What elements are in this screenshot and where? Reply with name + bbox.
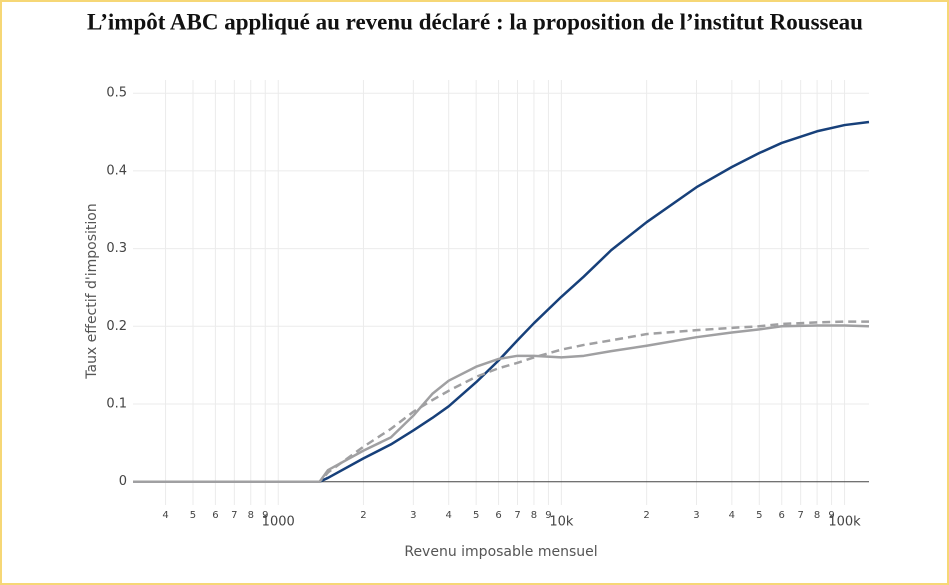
y-axis-title: Taux effectif d'imposition <box>84 203 100 379</box>
x-axis-title: Revenu imposable mensuel <box>404 544 597 560</box>
x-tick-label: 3 <box>410 510 416 521</box>
x-tick-label: 2 <box>643 510 649 521</box>
x-tick-label: 9 <box>828 510 834 521</box>
x-tick-label: 8 <box>531 510 537 521</box>
x-tick-label: 100k <box>828 515 861 530</box>
line <box>133 320 869 483</box>
y-tick-label: 0.5 <box>106 86 127 101</box>
x-tick-label: 10k <box>549 515 574 530</box>
x-tick-label: 4 <box>729 510 735 521</box>
x-tick-label: 5 <box>190 510 196 521</box>
x-tick-label: 4 <box>446 510 452 521</box>
x-tick-label: 7 <box>514 510 520 521</box>
x-tick-label: 8 <box>248 510 254 521</box>
x-tick-label: 3 <box>693 510 699 521</box>
x-tick-label: 2 <box>360 510 366 521</box>
x-tick-label: 5 <box>473 510 479 521</box>
x-tick-label: 5 <box>756 510 762 521</box>
chart-title: L’impôt ABC appliqué au revenu déclaré :… <box>87 9 863 34</box>
x-tick-label: 6 <box>212 510 218 521</box>
y-tick-label: 0.4 <box>106 163 127 178</box>
x-tick-label: 7 <box>797 510 803 521</box>
y-tick-label: 0 <box>119 474 127 489</box>
x-tick-label: 9 <box>262 510 268 521</box>
x-tick-label: 8 <box>814 510 820 521</box>
x-tick-label: 6 <box>495 510 501 521</box>
line <box>133 324 870 483</box>
x-tick-label: 7 <box>231 510 237 521</box>
y-tick-label: 0.1 <box>106 396 127 411</box>
line <box>133 120 870 483</box>
y-tick-label: 0.2 <box>106 319 127 334</box>
x-tick-label: 1000 <box>262 515 295 530</box>
x-tick-label: 4 <box>162 510 168 521</box>
y-tick-label: 0.3 <box>106 241 127 256</box>
x-tick-label: 6 <box>779 510 785 521</box>
x-tick-label: 9 <box>545 510 551 521</box>
